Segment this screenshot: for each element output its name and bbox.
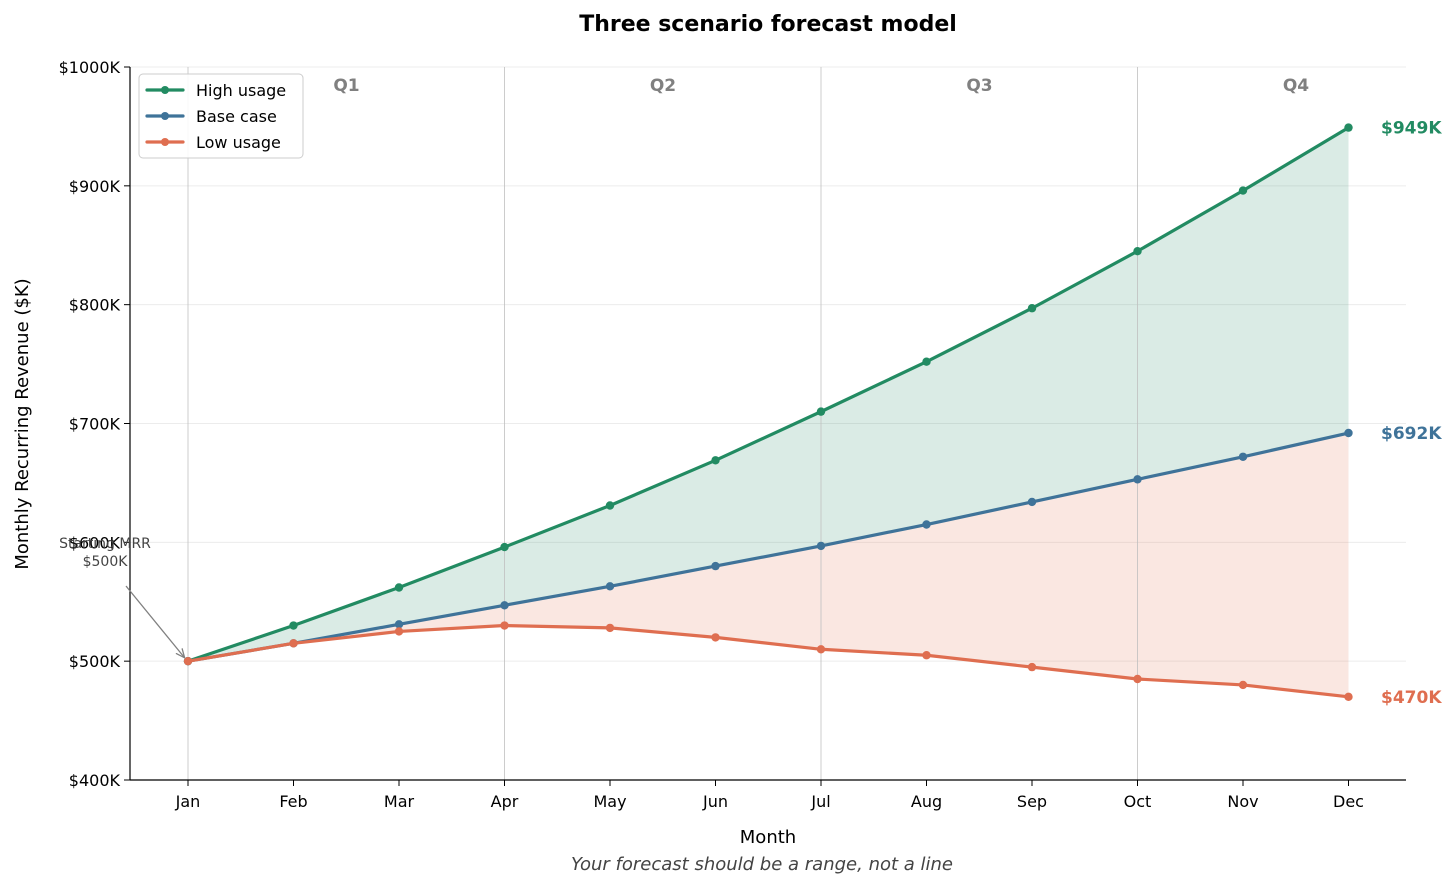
point-low-usage [289, 639, 298, 648]
end-label-low-usage: $470K [1381, 688, 1442, 708]
line-high-usage [186, 126, 1351, 663]
point-base-case [500, 601, 509, 610]
gridlines [130, 66, 1406, 781]
annotation-line-2: $500K [83, 554, 129, 570]
x-tick-label: Nov [1227, 792, 1258, 811]
point-high-usage [1344, 123, 1353, 132]
point-low-usage [1344, 692, 1353, 702]
point-high-usage [289, 621, 298, 630]
x-tick-label: Oct [1124, 792, 1152, 811]
y-tick-label: $400K [69, 771, 121, 790]
quarter-labels: Q1 Q2 Q3 Q4 [333, 76, 1309, 96]
band-base-case [188, 433, 1349, 697]
point-base-case [711, 561, 720, 571]
scenario-bands [188, 127, 1349, 697]
point-base-case [394, 620, 404, 629]
x-tick-label: Dec [1333, 792, 1364, 811]
end-labels: $949K $692K $470K [1381, 119, 1442, 708]
end-label-base-case: $692K [1381, 424, 1442, 444]
end-label-high-usage: $949K [1381, 119, 1442, 139]
point-high-usage [922, 357, 931, 366]
point-high-usage [1238, 186, 1248, 195]
legend-label-high-usage: High usage [196, 81, 286, 100]
y-tick-label: $800K [69, 296, 121, 315]
x-tick-label: Jan [175, 792, 201, 811]
point-high-usage [605, 501, 615, 510]
x-axis-label: Month [740, 827, 796, 848]
point-low-usage [394, 627, 404, 636]
line-base-case [186, 431, 1351, 663]
quarter-label-q2: Q2 [650, 76, 676, 96]
legend-marker-low-usage [161, 138, 169, 146]
quarter-label-q1: Q1 [333, 76, 359, 96]
point-high-usage [1133, 246, 1142, 256]
annotation-arrow [125, 585, 184, 657]
point-low-usage [500, 621, 509, 630]
point-base-case [1238, 452, 1248, 461]
chart-title: Three scenario forecast model [579, 12, 957, 37]
x-tick-label: Jul [810, 792, 830, 811]
point-base-case [1344, 428, 1353, 438]
legend-label-low-usage: Low usage [196, 133, 281, 152]
point-base-case [605, 582, 615, 591]
y-tick-label: $500K [69, 652, 121, 671]
point-base-case [1133, 475, 1142, 484]
x-tick-label: Sep [1017, 792, 1047, 811]
point-low-usage [605, 623, 615, 633]
quarter-label-q4: Q4 [1283, 76, 1309, 96]
point-base-case [816, 541, 826, 551]
y-ticks: $400K $500K $600K $700K $800K $900K $1000K [59, 58, 130, 790]
legend: High usage Base case Low usage [138, 73, 304, 159]
chart-caption: Your forecast should be a range, not a l… [571, 854, 953, 875]
x-tick-label: Jun [702, 792, 728, 811]
y-tick-label: $900K [69, 177, 121, 196]
y-tick-label: $700K [69, 415, 121, 434]
point-high-usage [1027, 304, 1037, 313]
point-low-usage [1133, 674, 1142, 684]
point-high-usage [816, 407, 826, 416]
point-low-usage [816, 645, 826, 654]
point-high-usage [711, 456, 720, 465]
starting-mrr-annotation: Starting MRR $500K [59, 536, 184, 657]
y-axis-label: Monthly Recurring Revenue ($K) [12, 278, 33, 569]
x-ticks: Jan Feb Mar Apr May Jun Jul Aug Sep Oct Nov Dec [175, 780, 1364, 811]
point-low-usage [1238, 680, 1248, 690]
x-tick-label: Mar [384, 792, 415, 811]
quarter-label-q3: Q3 [966, 76, 992, 96]
line-low-usage [186, 623, 1351, 699]
point-base-case [1027, 497, 1037, 507]
point-high-usage [500, 542, 509, 552]
x-tick-label: May [593, 792, 626, 811]
point-base-case [922, 520, 931, 529]
x-tick-label: Feb [279, 792, 307, 811]
y-tick-label: $1000K [59, 58, 121, 77]
legend-marker-high-usage [161, 86, 169, 94]
x-tick-label: Aug [911, 792, 942, 811]
point-low-usage [1027, 662, 1037, 672]
quarter-dividers [187, 67, 1138, 780]
legend-label-base-case: Base case [196, 107, 277, 126]
series-lines [183, 123, 1353, 702]
point-low-usage [922, 651, 931, 660]
x-tick-label: Apr [491, 792, 519, 811]
legend-marker-base-case [161, 112, 169, 120]
annotation-line-1: Starting MRR [59, 536, 151, 552]
y-tick-label: $600K [69, 533, 121, 552]
point-low-usage [711, 633, 720, 642]
point-high-usage [394, 583, 404, 592]
point-low-usage [183, 656, 193, 666]
legend-box [138, 73, 304, 159]
